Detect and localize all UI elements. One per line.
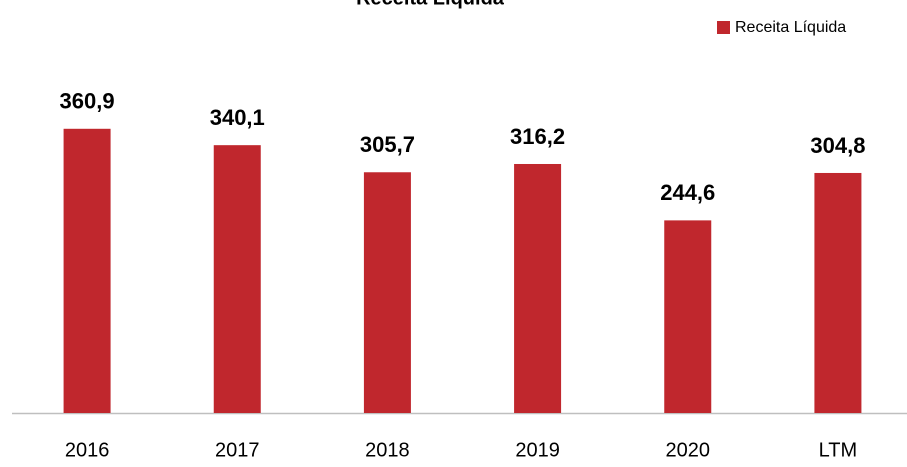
x-tick-label: 2016 [65, 439, 110, 461]
x-tick-label: 2019 [515, 439, 560, 461]
x-tick-label: 2017 [215, 439, 260, 461]
data-label: 305,7 [360, 132, 415, 157]
data-label: 340,1 [210, 105, 265, 130]
bar [814, 172, 862, 413]
bar [363, 172, 411, 413]
x-tick-label: 2018 [365, 439, 410, 461]
data-label: 244,6 [660, 180, 715, 205]
data-label: 316,2 [510, 124, 565, 149]
bar [213, 145, 261, 413]
legend-swatch [717, 21, 730, 34]
x-tick-label: LTM [819, 439, 858, 461]
bar [63, 128, 111, 413]
chart-title: Receita Líquida [356, 0, 505, 9]
data-label: 304,8 [810, 133, 865, 158]
legend-label: Receita Líquida [735, 19, 846, 36]
bar [664, 220, 712, 413]
data-label: 360,9 [60, 89, 115, 114]
bar [514, 163, 562, 413]
x-tick-label: 2020 [666, 439, 711, 461]
